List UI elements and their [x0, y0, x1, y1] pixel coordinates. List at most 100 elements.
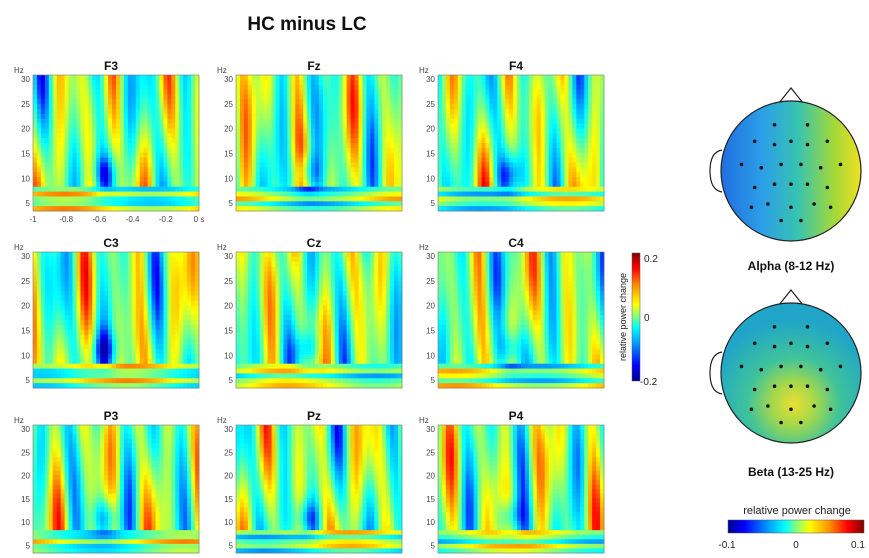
heatmap-cell [275, 138, 280, 144]
heatmap-cell [354, 152, 359, 158]
heatmap-cell [163, 79, 168, 86]
heatmap-cell [92, 123, 97, 129]
heatmap-cell [536, 109, 542, 115]
heatmap-cell [247, 261, 253, 267]
heatmap-cell [263, 252, 269, 258]
heatmap-cell [513, 123, 518, 129]
heatmap-cell [319, 206, 324, 212]
heatmap-cell [68, 334, 73, 340]
heatmap-cell [524, 94, 530, 100]
heatmap-cell [322, 206, 328, 212]
heatmap-cell [283, 201, 288, 207]
heatmap-cell [572, 109, 577, 115]
heatmap-cell [92, 324, 97, 331]
heatmap-cell [251, 177, 257, 183]
heatmap-cell [139, 329, 145, 335]
heatmap-cell [48, 133, 54, 139]
heatmap-cell [52, 157, 58, 163]
heatmap-cell [358, 147, 363, 154]
heatmap-cell [445, 138, 451, 144]
heatmap-cell [127, 261, 133, 267]
heatmap-cell [247, 305, 253, 311]
heatmap-cell [131, 310, 137, 316]
heatmap-cell [497, 147, 502, 154]
heatmap-cell [394, 79, 399, 86]
heatmap-cell [56, 344, 62, 350]
heatmap-cell [127, 281, 133, 287]
heatmap-cell [119, 147, 125, 154]
heatmap-cell [36, 181, 42, 188]
heatmap-cell [271, 128, 276, 134]
heatmap-cell [394, 123, 399, 129]
heatmap-cell [398, 152, 403, 158]
heatmap-cell [36, 310, 42, 316]
heatmap-cell [143, 286, 149, 292]
heatmap-cell [187, 79, 192, 86]
heatmap-cell [465, 89, 471, 95]
heatmap-cell [187, 104, 192, 110]
heatmap-cell [600, 89, 605, 95]
heatmap-cell [143, 315, 149, 321]
hz-label: Hz [217, 66, 227, 75]
heatmap-cell [505, 143, 510, 149]
heatmap-cell [497, 113, 502, 120]
heatmap-cell [108, 363, 113, 369]
heatmap-cell [505, 89, 510, 95]
heatmap-cell [461, 94, 467, 100]
heatmap-cell [366, 181, 371, 188]
heatmap-cell [88, 349, 93, 355]
heatmap-cell [135, 305, 141, 311]
heatmap-cell [195, 89, 200, 95]
heatmap-cell [143, 339, 149, 345]
heatmap-cell [60, 177, 66, 183]
heatmap-cell [108, 295, 113, 301]
heatmap-cell [163, 324, 168, 331]
heatmap-cell [283, 94, 288, 100]
heatmap-cell [378, 99, 383, 105]
heatmap-cell [104, 368, 109, 374]
heatmap-cell [104, 363, 109, 369]
heatmap-cell [40, 75, 46, 81]
heatmap-cell [524, 143, 530, 149]
heatmap-cell [68, 324, 73, 331]
heatmap-cell [40, 118, 46, 124]
heatmap-cell [485, 94, 490, 100]
heatmap-cell [36, 191, 42, 197]
heatmap-cell [171, 181, 176, 188]
heatmap-cell [251, 310, 257, 316]
heatmap-cell [147, 358, 152, 365]
heatmap-cell [243, 133, 249, 139]
heatmap-cell [60, 157, 66, 163]
heatmap-cell [441, 181, 447, 188]
heatmap-cell [386, 84, 391, 90]
heatmap-cell [528, 157, 534, 163]
heatmap-cell [374, 118, 379, 124]
heatmap-cell [513, 104, 518, 110]
heatmap-cell [104, 300, 109, 306]
heatmap-cell [319, 99, 324, 105]
heatmap-cell [100, 196, 105, 202]
heatmap-cell [473, 113, 478, 120]
heatmap-cell [236, 281, 241, 287]
heatmap-cell [398, 113, 403, 120]
heatmap-cell [76, 329, 81, 335]
heatmap-cell [40, 143, 46, 149]
heatmap-cell [33, 104, 38, 110]
heatmap-cell [60, 339, 66, 345]
heatmap-cell [159, 172, 164, 178]
heatmap-cell [322, 99, 328, 105]
heatmap-cell [398, 181, 403, 188]
heatmap-cell [326, 109, 332, 115]
heatmap-cell [92, 113, 97, 120]
heatmap-cell [295, 177, 300, 183]
heatmap-cell [544, 191, 550, 197]
heatmap-cell [183, 99, 188, 105]
heatmap-cell [48, 315, 54, 321]
heatmap-cell [319, 94, 324, 100]
heatmap-cell [319, 177, 324, 183]
heatmap-cell [96, 368, 101, 374]
heatmap-cell [509, 172, 514, 178]
heatmap-cell [267, 162, 272, 168]
heatmap-cell [92, 349, 97, 355]
heatmap-cell [366, 109, 371, 115]
